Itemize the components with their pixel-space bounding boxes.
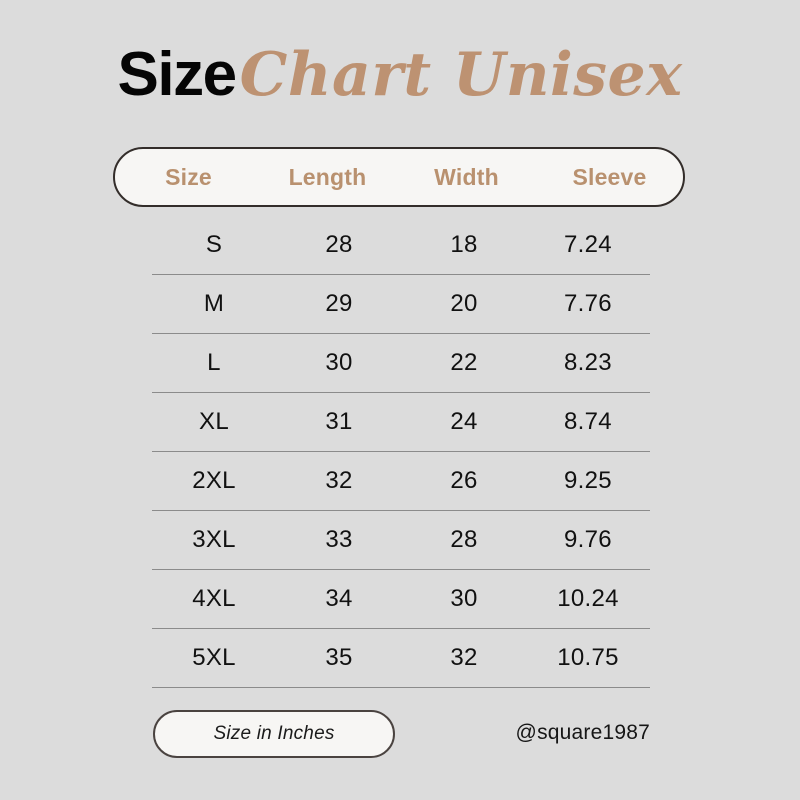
cell-length: 31 [325, 408, 353, 435]
cell-size: 2XL [192, 467, 236, 494]
cell-length: 33 [325, 526, 353, 553]
title-script-words: Chart Unisex [239, 40, 683, 110]
cell-size: M [203, 290, 225, 317]
cell-length: 28 [325, 231, 353, 258]
cell-size: 3XL [192, 526, 236, 553]
cell-width: 30 [450, 585, 478, 612]
cell-length: 35 [325, 644, 353, 671]
table-row: M 29 20 7.76 [152, 275, 650, 334]
column-header-size: Size [165, 163, 212, 190]
table-row: S 28 18 7.24 [152, 216, 650, 275]
brand-handle: @square1987 [515, 721, 650, 744]
cell-width: 26 [450, 467, 478, 494]
cell-length: 34 [325, 585, 353, 612]
size-table-body: S 28 18 7.24 M 29 20 7.76 L 30 22 8.23 X… [152, 216, 650, 688]
column-header-length: Length [288, 163, 367, 190]
column-header-sleeve: Sleeve [572, 163, 647, 190]
cell-width: 18 [450, 231, 478, 258]
column-header-width: Width [434, 163, 499, 190]
cell-length: 32 [325, 467, 353, 494]
cell-sleeve: 8.23 [564, 349, 612, 376]
cell-length: 29 [325, 290, 353, 317]
table-row: 2XL 32 26 9.25 [152, 452, 650, 511]
table-row: 3XL 33 28 9.76 [152, 511, 650, 570]
cell-sleeve: 7.76 [564, 290, 612, 317]
cell-size: S [205, 231, 223, 258]
cell-width: 24 [450, 408, 478, 435]
page-title: SizeChart Unisex [0, 44, 800, 106]
cell-width: 22 [450, 349, 478, 376]
cell-sleeve: 7.24 [564, 231, 612, 258]
cell-length: 30 [325, 349, 353, 376]
cell-sleeve: 8.74 [564, 408, 612, 435]
cell-sleeve: 10.24 [557, 585, 619, 612]
unit-label-text: Size in Inches [213, 723, 335, 744]
table-row: 5XL 35 32 10.75 [152, 629, 650, 688]
cell-width: 32 [450, 644, 478, 671]
table-row: L 30 22 8.23 [152, 334, 650, 393]
unit-label-pill: Size in Inches [153, 710, 395, 758]
cell-size: 4XL [192, 585, 236, 612]
cell-size: 5XL [192, 644, 236, 671]
table-row: XL 31 24 8.74 [152, 393, 650, 452]
cell-sleeve: 9.76 [564, 526, 612, 553]
cell-size: L [207, 349, 221, 376]
title-bold-word: Size [117, 40, 238, 109]
table-header-pill: Size Length Width Sleeve [113, 147, 685, 207]
table-row: 4XL 34 30 10.24 [152, 570, 650, 629]
cell-width: 28 [450, 526, 478, 553]
cell-width: 20 [450, 290, 478, 317]
cell-sleeve: 9.25 [564, 467, 612, 494]
cell-sleeve: 10.75 [557, 644, 619, 671]
cell-size: XL [199, 408, 229, 435]
